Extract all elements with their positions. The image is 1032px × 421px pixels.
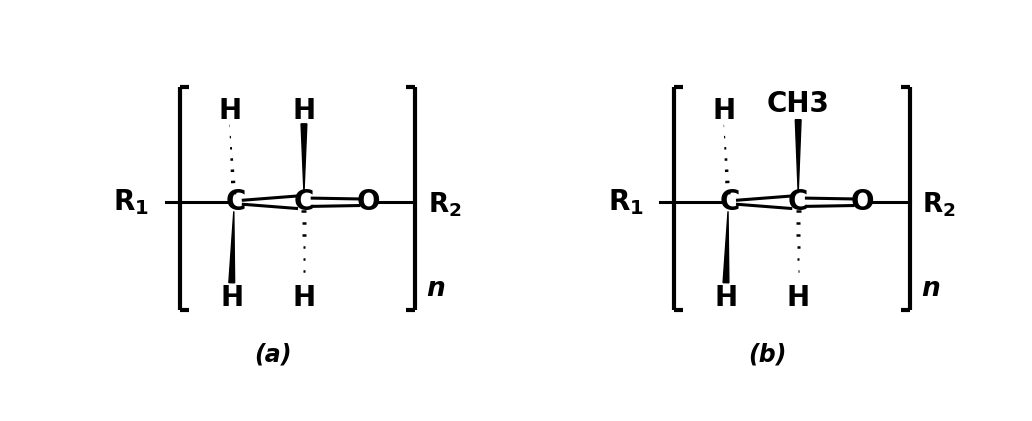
Text: O: O [850,188,874,216]
Text: H: H [714,284,738,312]
Text: O: O [356,188,380,216]
Text: $\mathbf{R_2}$: $\mathbf{R_2}$ [427,190,461,218]
Text: C: C [226,188,246,216]
Text: n: n [426,276,445,302]
Text: C: C [720,188,740,216]
Text: H: H [292,97,316,125]
Text: C: C [294,188,314,216]
Text: n: n [921,276,939,302]
Text: C: C [788,188,808,216]
Polygon shape [301,124,307,193]
Text: $\mathbf{R_1}$: $\mathbf{R_1}$ [608,187,643,217]
Text: H: H [220,284,244,312]
Text: $\mathbf{R_2}$: $\mathbf{R_2}$ [922,190,956,218]
Text: H: H [218,97,241,125]
Polygon shape [229,211,234,283]
Polygon shape [723,211,729,283]
Text: H: H [292,284,316,312]
Text: $\mathbf{R_1}$: $\mathbf{R_1}$ [114,187,150,217]
Text: H: H [712,97,736,125]
Text: (a): (a) [254,343,292,367]
Polygon shape [796,120,801,193]
Text: H: H [786,284,810,312]
Text: (b): (b) [748,343,786,367]
Text: CH3: CH3 [767,90,830,118]
